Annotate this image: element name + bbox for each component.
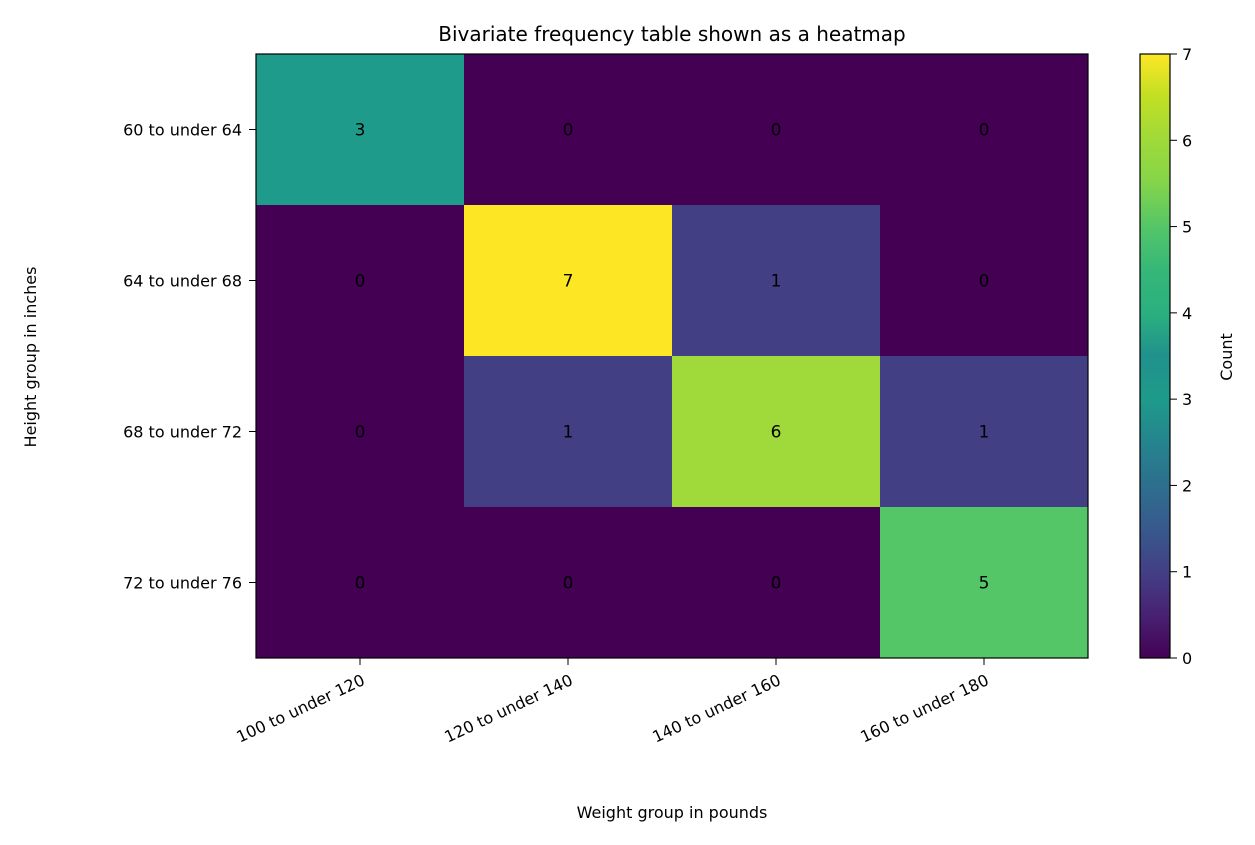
heatmap-cell bbox=[256, 205, 465, 357]
heatmap-cell bbox=[672, 54, 881, 206]
heatmap-cell bbox=[464, 54, 673, 206]
colorbar-gradient bbox=[1140, 54, 1170, 658]
cell-value-label: 1 bbox=[771, 272, 782, 292]
heatmap-cell bbox=[880, 356, 1089, 508]
heatmap-cell-labels: 3 0 0 0 0 7 1 0 0 1 6 1 0 0 0 5 bbox=[355, 121, 990, 594]
colorbar-frame bbox=[1139, 53, 1171, 659]
x-axis-ticks: 100 to under 120 120 to under 140 140 to u… bbox=[233, 658, 992, 746]
cell-value-label: 0 bbox=[563, 574, 574, 594]
colorbar-label: Count bbox=[1217, 333, 1236, 381]
cell-value-label: 0 bbox=[771, 121, 782, 141]
heatmap-cell bbox=[256, 507, 465, 659]
cell-value-label: 0 bbox=[979, 272, 990, 292]
cell-value-label: 0 bbox=[979, 121, 990, 141]
cell-value-label: 3 bbox=[355, 121, 366, 141]
colorbar-tick-label: 6 bbox=[1182, 131, 1192, 150]
heatmap-cells bbox=[256, 54, 1089, 659]
heatmap-cell bbox=[880, 205, 1089, 357]
cell-value-label: 5 bbox=[979, 574, 990, 594]
heatmap-cell bbox=[672, 205, 881, 357]
cell-value-label: 0 bbox=[355, 574, 366, 594]
heatmap-cell bbox=[880, 54, 1089, 206]
cell-value-label: 0 bbox=[771, 574, 782, 594]
heatmap-cell bbox=[464, 205, 673, 357]
x-tick-label: 160 to under 180 bbox=[857, 670, 991, 746]
colorbar-tick-label: 3 bbox=[1182, 390, 1192, 409]
plot-frame bbox=[255, 53, 1089, 659]
heatmap-cell bbox=[464, 507, 673, 659]
heatmap-cell bbox=[256, 54, 465, 206]
cell-value-label: 1 bbox=[563, 423, 574, 443]
x-tick-label: 120 to under 140 bbox=[441, 670, 575, 746]
cell-value-label: 0 bbox=[563, 121, 574, 141]
colorbar-tick-label: 7 bbox=[1182, 45, 1192, 64]
colorbar-tick-label: 0 bbox=[1182, 649, 1192, 668]
heatmap-cell bbox=[672, 356, 881, 508]
y-axis-ticks: 60 to under 64 64 to under 68 68 to under … bbox=[123, 121, 256, 593]
heatmap-cell bbox=[464, 356, 673, 508]
heatmap-cell bbox=[672, 507, 881, 659]
x-tick-label: 100 to under 120 bbox=[233, 670, 367, 746]
heatmap-cell bbox=[256, 356, 465, 508]
cell-value-label: 1 bbox=[979, 423, 990, 443]
y-axis-label: Height group in inches bbox=[21, 267, 40, 448]
colorbar-tick-label: 4 bbox=[1182, 304, 1192, 323]
x-tick-label: 140 to under 160 bbox=[649, 670, 783, 746]
heatmap-cell bbox=[880, 507, 1089, 659]
cell-value-label: 0 bbox=[355, 272, 366, 292]
colorbar-tick-label: 1 bbox=[1182, 563, 1192, 582]
x-axis-label: Weight group in pounds bbox=[577, 803, 768, 822]
y-tick-label: 60 to under 64 bbox=[123, 121, 242, 140]
chart-title: Bivariate frequency table shown as a hea… bbox=[438, 22, 905, 46]
y-tick-label: 68 to under 72 bbox=[123, 423, 242, 442]
cell-value-label: 7 bbox=[563, 272, 574, 292]
colorbar-tick-label: 5 bbox=[1182, 218, 1192, 237]
y-tick-label: 72 to under 76 bbox=[123, 574, 242, 593]
y-tick-label: 64 to under 68 bbox=[123, 272, 242, 291]
colorbar: 0 1 2 3 4 5 6 7 bbox=[1139, 45, 1192, 668]
cell-value-label: 0 bbox=[355, 423, 366, 443]
colorbar-tick-label: 2 bbox=[1182, 476, 1192, 495]
cell-value-label: 6 bbox=[771, 423, 782, 443]
